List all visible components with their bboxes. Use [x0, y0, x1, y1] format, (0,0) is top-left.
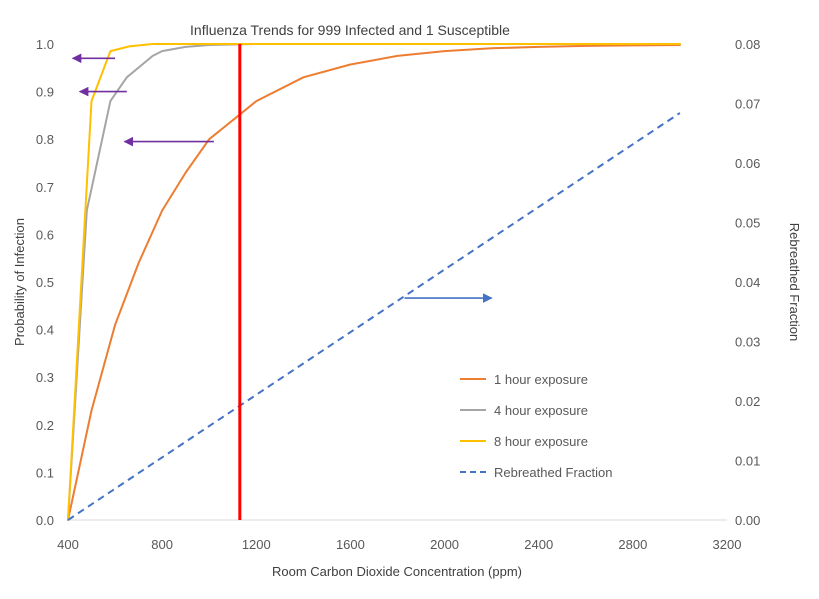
series-line-0 [67, 44, 681, 521]
series-line-2 [67, 43, 681, 521]
legend-label-2: 8 hour exposure [494, 434, 588, 449]
x-tick-label: 2000 [430, 537, 459, 552]
y-tick-label: 0.1 [36, 465, 54, 480]
x-tick-label: 400 [57, 537, 79, 552]
y-tick-label: 0.0 [36, 513, 54, 528]
y2-tick-label: 0.04 [735, 275, 760, 290]
y-tick-label: 0.8 [36, 132, 54, 147]
series-line-1 [67, 43, 681, 521]
x-tick-label: 1600 [336, 537, 365, 552]
series-lines [67, 43, 681, 521]
y2-tick-label: 0.07 [735, 97, 760, 112]
y-tick-label: 0.9 [36, 85, 54, 100]
y2-axis-label: Rebreathed Fraction [787, 223, 802, 342]
annotations [71, 44, 493, 520]
y2-tick-label: 0.08 [735, 37, 760, 52]
legend-label-1: 4 hour exposure [494, 403, 588, 418]
x-axis-label: Room Carbon Dioxide Concentration (ppm) [272, 564, 522, 579]
y2-tick-label: 0.02 [735, 394, 760, 409]
y2-tick-label: 0.00 [735, 513, 760, 528]
x-tick-label: 2800 [618, 537, 647, 552]
y2-tick-label: 0.03 [735, 335, 760, 350]
y-tick-label: 0.5 [36, 275, 54, 290]
y-tick-label: 0.6 [36, 227, 54, 242]
y-tick-label: 0.3 [36, 370, 54, 385]
chart-title: Influenza Trends for 999 Infected and 1 … [190, 22, 510, 38]
x-tick-label: 800 [151, 537, 173, 552]
legend-label-3: Rebreathed Fraction [494, 465, 613, 480]
x-tick-label: 1200 [242, 537, 271, 552]
series-line-3 [67, 112, 681, 521]
y2-tick-label: 0.05 [735, 216, 760, 231]
x-tick-label: 2400 [524, 537, 553, 552]
legend: 1 hour exposure 4 hour exposure 8 hour exp… [460, 372, 613, 480]
y-tick-label: 0.4 [36, 323, 54, 338]
y2-tick-label: 0.01 [735, 454, 760, 469]
x-tick-label: 3200 [713, 537, 742, 552]
y-tick-label: 0.7 [36, 180, 54, 195]
y2-tick-label: 0.06 [735, 156, 760, 171]
y-axis-label: Probability of Infection [12, 218, 27, 346]
y-tick-label: 0.2 [36, 418, 54, 433]
y-tick-label: 1.0 [36, 37, 54, 52]
legend-label-0: 1 hour exposure [494, 372, 588, 387]
tick-labels: 400 800 1200 1600 2000 2400 2800 3200 0.0 0.1 0.2 0… [36, 37, 760, 552]
